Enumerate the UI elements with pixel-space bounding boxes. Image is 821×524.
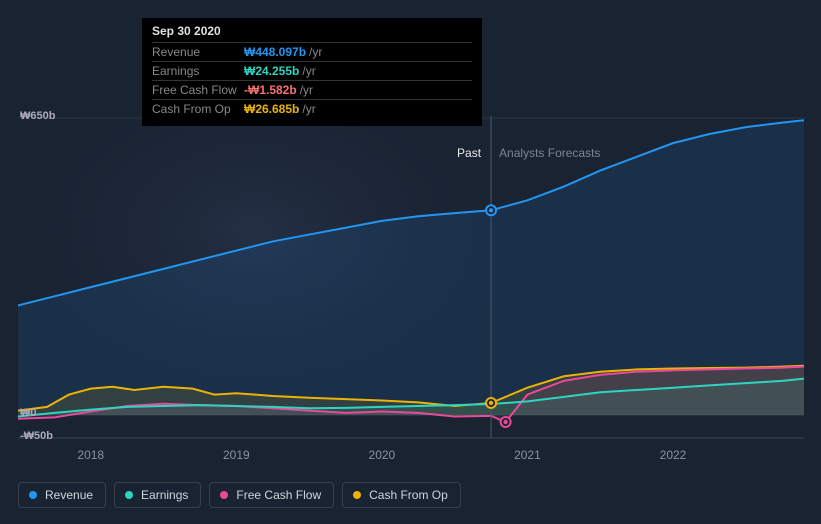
tooltip-rows: Revenue₩448.097b/yrEarnings₩24.255b/yrFr… xyxy=(152,42,472,118)
x-axis-label: 2018 xyxy=(77,448,104,462)
tooltip-row-value: -₩1.582b xyxy=(244,83,297,97)
legend-dot-icon xyxy=(220,491,228,499)
y-axis-label: ₩0 xyxy=(20,407,37,419)
region-forecast-label: Analysts Forecasts xyxy=(499,146,600,160)
tooltip-row-label: Free Cash Flow xyxy=(152,83,244,97)
chart-tooltip: Sep 30 2020 Revenue₩448.097b/yrEarnings₩… xyxy=(142,18,482,126)
y-axis-label: -₩50b xyxy=(20,430,53,442)
tooltip-row-value: ₩26.685b xyxy=(244,102,299,116)
tooltip-date: Sep 30 2020 xyxy=(152,24,472,42)
legend-item-label: Earnings xyxy=(141,488,188,502)
legend-item-free-cash-flow[interactable]: Free Cash Flow xyxy=(209,482,334,508)
region-past-label: Past xyxy=(457,146,481,160)
tooltip-row-label: Revenue xyxy=(152,45,244,59)
tooltip-row: Earnings₩24.255b/yr xyxy=(152,61,472,80)
x-axis-label: 2021 xyxy=(514,448,541,462)
legend-item-cash-from-op[interactable]: Cash From Op xyxy=(342,482,461,508)
legend-dot-icon xyxy=(125,491,133,499)
tooltip-row-label: Cash From Op xyxy=(152,102,244,116)
tooltip-row: Free Cash Flow-₩1.582b/yr xyxy=(152,80,472,99)
tooltip-row-value: ₩448.097b xyxy=(244,45,306,59)
financial-chart: Sep 30 2020 Revenue₩448.097b/yrEarnings₩… xyxy=(0,0,821,524)
y-axis-label: ₩650b xyxy=(20,110,55,122)
tooltip-row: Revenue₩448.097b/yr xyxy=(152,42,472,61)
tooltip-row-suffix: /yr xyxy=(309,45,322,59)
chart-legend: Revenue Earnings Free Cash Flow Cash From O… xyxy=(18,482,461,508)
tooltip-row-label: Earnings xyxy=(152,64,244,78)
tooltip-row-suffix: /yr xyxy=(300,83,313,97)
legend-item-label: Free Cash Flow xyxy=(236,488,321,502)
x-axis-label: 2020 xyxy=(369,448,396,462)
tooltip-row: Cash From Op₩26.685b/yr xyxy=(152,99,472,118)
legend-item-label: Cash From Op xyxy=(369,488,448,502)
tooltip-row-suffix: /yr xyxy=(302,102,315,116)
tooltip-row-value: ₩24.255b xyxy=(244,64,299,78)
x-axis-label: 2019 xyxy=(223,448,250,462)
legend-item-label: Revenue xyxy=(45,488,93,502)
legend-dot-icon xyxy=(353,491,361,499)
legend-item-revenue[interactable]: Revenue xyxy=(18,482,106,508)
legend-item-earnings[interactable]: Earnings xyxy=(114,482,201,508)
legend-dot-icon xyxy=(29,491,37,499)
x-axis-label: 2022 xyxy=(660,448,687,462)
tooltip-row-suffix: /yr xyxy=(302,64,315,78)
